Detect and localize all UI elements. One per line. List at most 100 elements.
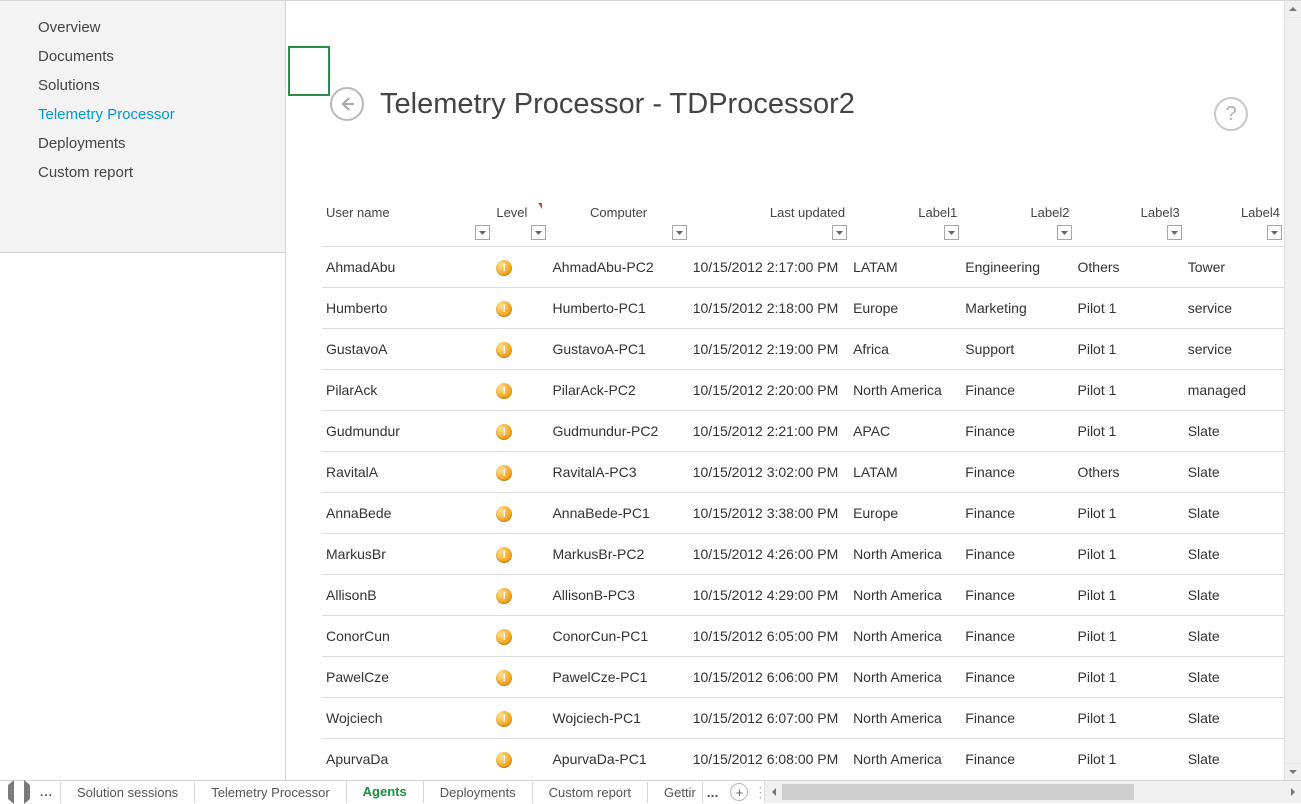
cell-computer: Wojciech-PC1 (548, 698, 688, 739)
sidebar: OverviewDocumentsSolutionsTelemetry Proc… (0, 1, 286, 253)
hscroll-thumb[interactable] (782, 784, 1133, 800)
column-header-label2[interactable]: Label2 (961, 201, 1073, 247)
cell-level: ! (492, 616, 548, 657)
cell-label1: North America (849, 698, 961, 739)
table-row[interactable]: ConorCun!ConorCun-PC110/15/2012 6:05:00 … (322, 616, 1284, 657)
scroll-right-button[interactable] (1284, 781, 1301, 803)
cell-label4: Slate (1184, 657, 1284, 698)
filter-dropdown-username[interactable] (475, 225, 490, 240)
cell-level: ! (492, 657, 548, 698)
sheet-tab-custom-report[interactable]: Custom report (532, 782, 648, 803)
hscroll-track[interactable] (782, 781, 1284, 803)
warning-level-icon: ! (496, 752, 512, 768)
cell-level: ! (492, 698, 548, 739)
help-button[interactable]: ? (1214, 97, 1248, 131)
chevron-left-icon (8, 780, 14, 804)
cell-label4: service (1184, 329, 1284, 370)
cell-updated: 10/15/2012 6:07:00 PM (689, 698, 849, 739)
sheet-tab-gettir[interactable]: Gettir (647, 782, 703, 803)
cell-computer: MarkusBr-PC2 (548, 534, 688, 575)
filter-dropdown-computer[interactable] (672, 225, 687, 240)
cell-label2: Finance (961, 452, 1073, 493)
table-row[interactable]: AhmadAbu!AhmadAbu-PC210/15/2012 2:17:00 … (322, 247, 1284, 288)
sidebar-item-solutions[interactable]: Solutions (0, 71, 285, 100)
table-body: AhmadAbu!AhmadAbu-PC210/15/2012 2:17:00 … (322, 247, 1284, 780)
scroll-up-button[interactable] (1285, 1, 1301, 18)
cell-updated: 10/15/2012 4:29:00 PM (689, 575, 849, 616)
cell-label4: Slate (1184, 452, 1284, 493)
app-root: OverviewDocumentsSolutionsTelemetry Proc… (0, 0, 1301, 803)
sheet-tab-telemetry-processor[interactable]: Telemetry Processor (194, 782, 346, 803)
scroll-left-button[interactable] (765, 781, 782, 803)
table-row[interactable]: AnnaBede!AnnaBede-PC110/15/2012 3:38:00 … (322, 493, 1284, 534)
cell-label4: service (1184, 288, 1284, 329)
column-header-updated[interactable]: Last updated (689, 201, 849, 247)
sheet-tab-agents[interactable]: Agents (346, 780, 424, 803)
cell-label3: Pilot 1 (1074, 698, 1184, 739)
cell-label4: Slate (1184, 411, 1284, 452)
arrow-left-icon (339, 96, 355, 112)
cell-updated: 10/15/2012 2:20:00 PM (689, 370, 849, 411)
column-header-computer[interactable]: Computer (548, 201, 688, 247)
table-row[interactable]: PawelCze!PawelCze-PC110/15/2012 6:06:00 … (322, 657, 1284, 698)
warning-level-icon: ! (496, 711, 512, 727)
sidebar-item-overview[interactable]: Overview (0, 13, 285, 42)
cell-username: ApurvaDa (322, 739, 492, 780)
sidebar-item-custom-report[interactable]: Custom report (0, 158, 285, 187)
cell-label2: Marketing (961, 288, 1073, 329)
tab-splitter[interactable]: ⋮ (756, 781, 764, 803)
table-row[interactable]: AllisonB!AllisonB-PC310/15/2012 4:29:00 … (322, 575, 1284, 616)
cell-updated: 10/15/2012 3:02:00 PM (689, 452, 849, 493)
add-sheet-button[interactable]: + (730, 783, 748, 801)
table-row[interactable]: Wojciech!Wojciech-PC110/15/2012 6:07:00 … (322, 698, 1284, 739)
filter-dropdown-level[interactable] (531, 225, 546, 240)
warning-level-icon: ! (496, 383, 512, 399)
warning-level-icon: ! (496, 424, 512, 440)
table-row[interactable]: GustavoA!GustavoA-PC110/15/2012 2:19:00 … (322, 329, 1284, 370)
cell-label1: North America (849, 616, 961, 657)
table-header-row: User nameLevelComputerLast updatedLabel1… (322, 201, 1284, 247)
table-row[interactable]: Gudmundur!Gudmundur-PC210/15/2012 2:21:0… (322, 411, 1284, 452)
cell-label3: Pilot 1 (1074, 370, 1184, 411)
filter-dropdown-label3[interactable] (1167, 225, 1182, 240)
cell-updated: 10/15/2012 3:38:00 PM (689, 493, 849, 534)
sidebar-item-telemetry-processor[interactable]: Telemetry Processor (0, 100, 285, 129)
filter-dropdown-label1[interactable] (944, 225, 959, 240)
cell-label1: North America (849, 534, 961, 575)
column-header-label3[interactable]: Label3 (1074, 201, 1184, 247)
sheet-tab-deployments[interactable]: Deployments (423, 782, 533, 803)
table-row[interactable]: ApurvaDa!ApurvaDa-PC110/15/2012 6:08:00 … (322, 739, 1284, 780)
cell-label3: Others (1074, 247, 1184, 288)
cell-label2: Finance (961, 370, 1073, 411)
sheet-tab-solution-sessions[interactable]: Solution sessions (60, 782, 195, 803)
filter-dropdown-label2[interactable] (1057, 225, 1072, 240)
column-header-level[interactable]: Level (492, 201, 548, 247)
table-row[interactable]: MarkusBr!MarkusBr-PC210/15/2012 4:26:00 … (322, 534, 1284, 575)
sidebar-item-documents[interactable]: Documents (0, 42, 285, 71)
cell-label1: Europe (849, 288, 961, 329)
column-header-username[interactable]: User name (322, 201, 492, 247)
sheet-nav: ... (0, 781, 61, 803)
chevron-up-icon (1289, 5, 1297, 13)
back-button[interactable] (330, 87, 364, 121)
sheet-nav-next[interactable] (24, 785, 30, 799)
column-header-label4[interactable]: Label4 (1184, 201, 1284, 247)
tab-overflow-dots[interactable]: ... (703, 781, 723, 803)
vertical-scrollbar[interactable] (1284, 1, 1301, 780)
scroll-down-button[interactable] (1285, 763, 1301, 780)
cell-updated: 10/15/2012 4:26:00 PM (689, 534, 849, 575)
filter-dropdown-label4[interactable] (1267, 225, 1282, 240)
cell-level: ! (492, 288, 548, 329)
warning-level-icon: ! (496, 260, 512, 276)
sidebar-item-deployments[interactable]: Deployments (0, 129, 285, 158)
table-row[interactable]: RavitalA!RavitalA-PC310/15/2012 3:02:00 … (322, 452, 1284, 493)
column-header-label1[interactable]: Label1 (849, 201, 961, 247)
sheet-nav-prev[interactable] (8, 785, 14, 799)
sheet-nav-more[interactable]: ... (40, 785, 53, 799)
horizontal-scrollbar[interactable] (764, 781, 1301, 803)
table-row[interactable]: Humberto!Humberto-PC110/15/2012 2:18:00 … (322, 288, 1284, 329)
filter-dropdown-updated[interactable] (832, 225, 847, 240)
table-row[interactable]: PilarAck!PilarAck-PC210/15/2012 2:20:00 … (322, 370, 1284, 411)
chevron-left-icon (770, 788, 778, 796)
sheet-tabs: Solution sessionsTelemetry ProcessorAgen… (61, 781, 703, 803)
